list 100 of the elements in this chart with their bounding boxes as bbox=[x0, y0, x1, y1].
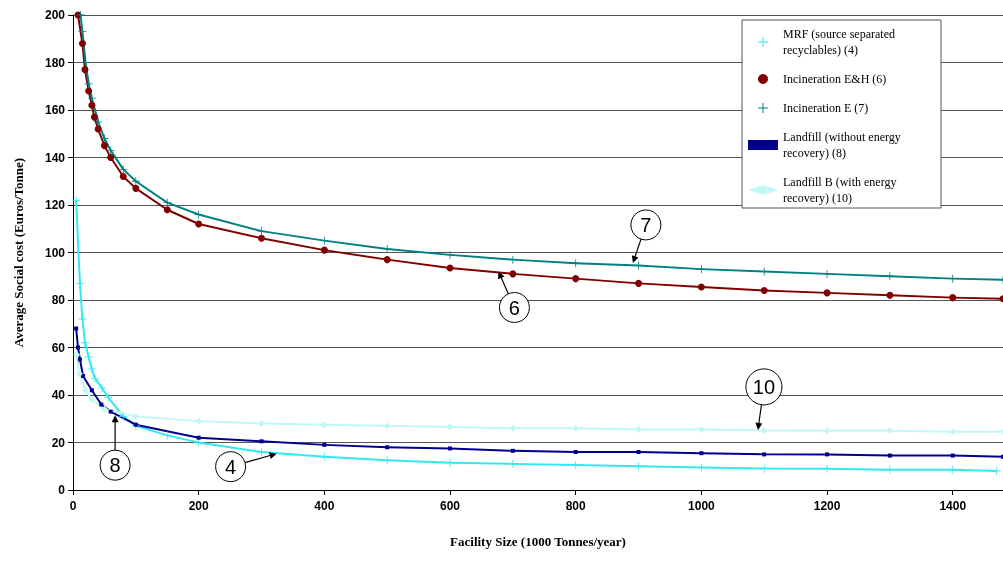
point bbox=[82, 386, 90, 394]
point bbox=[163, 206, 171, 214]
point bbox=[383, 256, 391, 264]
point bbox=[448, 446, 453, 451]
point bbox=[94, 117, 103, 126]
legend-label: Incineration E (7) bbox=[783, 101, 869, 115]
x-tick-label: 200 bbox=[188, 499, 210, 513]
y-tick-label: 100 bbox=[44, 245, 66, 260]
point bbox=[87, 364, 96, 373]
point bbox=[510, 448, 515, 453]
x-tick-label: 400 bbox=[314, 499, 335, 513]
point bbox=[100, 134, 109, 143]
y-axis-title: Average Social cost (Euros/Tonne) bbox=[11, 157, 26, 348]
annotation: 4 bbox=[225, 455, 237, 478]
y-tick-label: 60 bbox=[51, 340, 66, 355]
point bbox=[948, 465, 957, 474]
point bbox=[886, 427, 894, 435]
point bbox=[100, 142, 108, 150]
point bbox=[320, 421, 328, 429]
point bbox=[385, 445, 390, 450]
point bbox=[697, 265, 706, 274]
point bbox=[760, 427, 768, 435]
point bbox=[320, 246, 328, 254]
point bbox=[76, 345, 81, 350]
point bbox=[885, 272, 894, 281]
legend-label: Landfill B (with energy recovery) (10) bbox=[783, 175, 900, 205]
point bbox=[163, 198, 172, 207]
annotation: 7 bbox=[640, 213, 652, 236]
point bbox=[697, 283, 705, 291]
point bbox=[760, 287, 768, 294]
point bbox=[887, 453, 892, 458]
annotation: 8 bbox=[109, 454, 121, 477]
legend-label: Landfill (without energy recovery) (8) bbox=[783, 130, 904, 160]
point bbox=[699, 451, 704, 456]
y-tick-label: 20 bbox=[51, 435, 66, 450]
point bbox=[383, 422, 391, 430]
point bbox=[107, 154, 115, 161]
point bbox=[949, 294, 957, 302]
point bbox=[886, 291, 894, 299]
point bbox=[99, 402, 104, 407]
point bbox=[258, 234, 266, 242]
point bbox=[509, 270, 517, 278]
y-tick-label: 160 bbox=[44, 103, 66, 117]
annotation: 10 bbox=[752, 375, 776, 398]
point bbox=[194, 210, 203, 219]
point bbox=[446, 423, 454, 431]
point bbox=[81, 66, 89, 74]
point bbox=[75, 370, 83, 378]
point bbox=[697, 425, 705, 433]
point bbox=[195, 417, 203, 425]
point bbox=[77, 357, 82, 362]
x-axis-title: Facility Size (1000 Tonnes/year) bbox=[450, 534, 626, 549]
point bbox=[573, 450, 578, 454]
point bbox=[131, 177, 140, 186]
point bbox=[195, 220, 203, 228]
point bbox=[259, 439, 264, 444]
point bbox=[72, 196, 81, 205]
point bbox=[87, 94, 96, 103]
y-tick-label: 120 bbox=[44, 198, 66, 212]
point bbox=[950, 453, 955, 458]
x-tick-label: 800 bbox=[565, 499, 587, 513]
point bbox=[90, 113, 98, 121]
point bbox=[73, 351, 81, 359]
point bbox=[106, 146, 115, 155]
x-tick-label: 1000 bbox=[688, 499, 716, 513]
x-tick-label: 1400 bbox=[939, 499, 967, 513]
point bbox=[108, 409, 113, 414]
point bbox=[88, 396, 96, 404]
point bbox=[78, 40, 86, 47]
y-tick-label: 140 bbox=[44, 150, 66, 165]
point bbox=[257, 227, 266, 236]
point bbox=[132, 412, 140, 420]
point bbox=[119, 412, 128, 421]
y-tick-label: 180 bbox=[44, 55, 66, 70]
y-tick-label: 80 bbox=[51, 293, 66, 307]
y-tick-label: 0 bbox=[58, 483, 66, 497]
point bbox=[885, 465, 894, 474]
point bbox=[104, 393, 113, 402]
x-tick-label: 1200 bbox=[813, 499, 841, 513]
point bbox=[823, 427, 831, 435]
point bbox=[825, 452, 830, 457]
point bbox=[88, 101, 96, 109]
point bbox=[163, 431, 172, 440]
legend-label: MRF (source separated recyclables) (4) bbox=[783, 27, 898, 57]
annotation: 6 bbox=[508, 296, 520, 319]
point bbox=[509, 424, 517, 432]
x-tick-label: 600 bbox=[440, 499, 461, 513]
point bbox=[634, 462, 643, 471]
point bbox=[196, 435, 201, 440]
point bbox=[89, 388, 94, 393]
legend-label: Incineration E&H (6) bbox=[783, 72, 887, 86]
point bbox=[100, 405, 108, 413]
point bbox=[322, 442, 327, 447]
point bbox=[74, 326, 79, 331]
point bbox=[635, 279, 643, 287]
point bbox=[119, 173, 127, 180]
point bbox=[949, 428, 957, 436]
point bbox=[81, 374, 86, 378]
point bbox=[320, 236, 329, 245]
point bbox=[572, 424, 580, 432]
